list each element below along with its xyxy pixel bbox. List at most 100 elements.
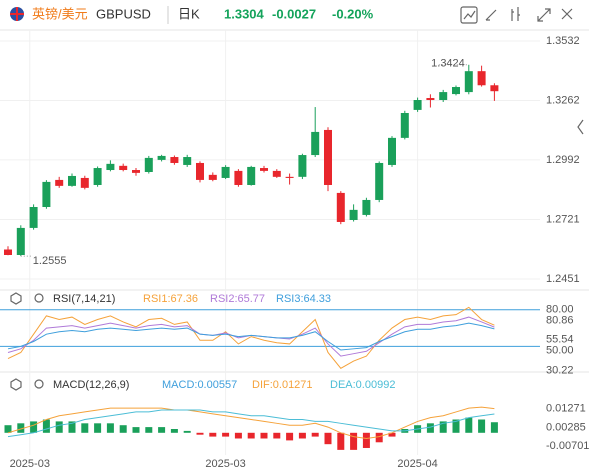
- settings-icon[interactable]: [10, 292, 22, 305]
- candle-body: [285, 176, 294, 178]
- macd-bar: [42, 419, 50, 433]
- candle-body: [144, 157, 153, 172]
- price: 1.3304: [224, 6, 265, 21]
- candle-body: [400, 112, 409, 138]
- y-tick-label: 30.22: [546, 364, 574, 376]
- candle-body: [93, 168, 102, 185]
- x-tick-label: 2025-03: [10, 458, 50, 470]
- candle-body: [490, 85, 499, 92]
- side-toggle[interactable]: [577, 119, 584, 135]
- candle-body: [375, 162, 384, 200]
- candle-body: [260, 168, 268, 171]
- candle-body: [183, 157, 192, 165]
- candle-body: [55, 179, 64, 186]
- change-percent: -0.20%: [332, 6, 374, 21]
- macd-bar: [247, 432, 255, 439]
- legend-entry: RSI2:65.77: [210, 293, 265, 305]
- macd-bar: [350, 432, 358, 450]
- rsi-line: [7, 322, 495, 351]
- candle-body: [119, 165, 128, 171]
- candle-body: [298, 155, 307, 177]
- candle-body: [68, 175, 76, 186]
- candle-body: [221, 166, 230, 178]
- legend-entry: RSI3:64.33: [276, 293, 331, 305]
- macd-bar: [234, 432, 242, 439]
- max-annotation: 1.3424: [431, 58, 465, 70]
- y-tick-label: 50.00: [546, 345, 574, 357]
- candle-body: [311, 131, 320, 156]
- macd-bar: [94, 423, 102, 433]
- toolbar[interactable]: [460, 6, 573, 24]
- macd-bar: [286, 432, 294, 441]
- legend-entry: DIF:0.01271: [252, 379, 313, 391]
- macd-bar: [388, 432, 396, 437]
- candle-body: [208, 174, 217, 180]
- y-tick-label: 80.00: [546, 304, 574, 316]
- macd-bar: [324, 432, 332, 445]
- macd-bar: [183, 430, 191, 433]
- macd-title: MACD(12,26,9): [53, 379, 129, 391]
- macd-bar: [439, 421, 447, 433]
- candle-icon[interactable]: [511, 7, 520, 21]
- change: -0.0027: [272, 6, 316, 21]
- settings-icon[interactable]: [10, 378, 22, 391]
- macd-bar: [362, 432, 370, 448]
- y-tick-label: -0.00701: [546, 440, 589, 452]
- macd-bar: [222, 432, 230, 437]
- candle-body: [413, 100, 422, 110]
- period[interactable]: 日K: [178, 6, 200, 21]
- candle-body: [362, 199, 371, 215]
- macd-bar: [311, 432, 319, 437]
- eye-icon[interactable]: [34, 293, 44, 303]
- candle-body: [80, 177, 89, 188]
- macd-bar: [145, 427, 153, 433]
- candle-body: [247, 166, 256, 185]
- candle-body: [157, 155, 166, 160]
- candle-body: [234, 170, 243, 185]
- macd-bar: [68, 421, 76, 433]
- macd-bar: [298, 432, 306, 439]
- macd-bar: [158, 427, 166, 433]
- flag-cross: [10, 7, 24, 21]
- x-tick-label: 2025-04: [397, 458, 437, 470]
- macd-bar: [17, 423, 25, 433]
- rsi-line: [7, 306, 495, 369]
- tool-icon[interactable]: [463, 10, 476, 20]
- symbol-name[interactable]: 英镑/美元: [32, 6, 88, 21]
- eye-icon[interactable]: [34, 379, 44, 389]
- macd-bar: [452, 419, 460, 433]
- draw-icon[interactable]: [485, 9, 497, 21]
- macd-bar: [209, 432, 217, 437]
- close-icon[interactable]: [561, 8, 573, 20]
- y-tick-label: 0.00285: [546, 421, 586, 433]
- expand-icon[interactable]: [537, 8, 551, 22]
- macd-bar: [490, 422, 498, 433]
- y-tick-label: 1.2721: [546, 213, 580, 225]
- candle-body: [272, 170, 281, 177]
- candle-body: [336, 192, 345, 222]
- candle-body: [388, 137, 396, 165]
- candle-body: [4, 249, 12, 255]
- legend-entry: DEA:0.00992: [330, 379, 395, 391]
- legend-entry: RSI1:67.36: [143, 293, 198, 305]
- macd-bar: [30, 421, 38, 433]
- y-tick-label: 80.86: [546, 315, 574, 327]
- candle-body: [170, 157, 179, 163]
- rsi-title: RSI(7,14,21): [53, 293, 115, 305]
- y-tick-label: 1.3532: [546, 35, 580, 47]
- macd-bar: [260, 432, 268, 439]
- y-tick-label: 55.54: [546, 334, 574, 346]
- candle-body: [464, 71, 473, 93]
- candle-body: [426, 98, 435, 101]
- candle-body: [196, 162, 204, 180]
- x-tick-label: 2025-03: [205, 458, 245, 470]
- candle-body: [132, 170, 140, 173]
- macd-bar: [273, 432, 281, 439]
- macd-bar: [81, 423, 89, 433]
- macd-bar: [375, 432, 383, 443]
- candle-body: [42, 181, 51, 208]
- macd-bar: [119, 425, 127, 433]
- symbol-code: GBPUSD: [96, 6, 151, 21]
- tool-icon[interactable]: [460, 6, 478, 24]
